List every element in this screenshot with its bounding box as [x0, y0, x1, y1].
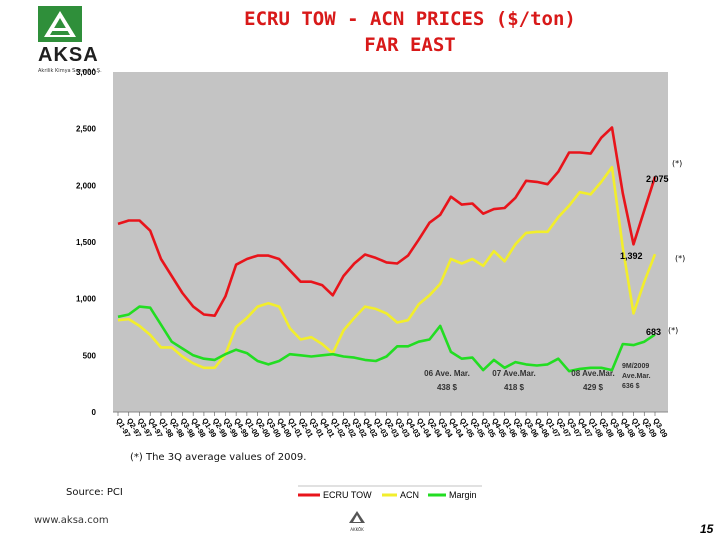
source-note: Source: PCI: [66, 487, 123, 498]
end-value-label: 683: [646, 327, 661, 337]
average-margin-value: 418 $: [504, 383, 525, 392]
y-tick-label: 0: [92, 408, 97, 417]
footnote: (*) The 3Q average values of 2009.: [130, 452, 307, 463]
average-margin-label: 07 Ave.Mar.: [492, 369, 535, 378]
series-line-ecru-tow: [117, 126, 657, 317]
legend-label: ACN: [400, 490, 419, 500]
y-tick-label: 1,500: [76, 238, 97, 247]
end-value-note: (*): [668, 326, 678, 335]
end-value-note: (*): [675, 254, 685, 263]
average-margin-2009: 9M/2009: [622, 363, 649, 370]
plot-area: [113, 72, 668, 412]
series-line-acn: [117, 165, 657, 370]
aksa-logo: AKSA Akrilik Kimya Sanayii A.Ş.: [34, 6, 124, 78]
y-tick-label: 3,000: [76, 68, 97, 77]
aksa-tagline: Akrilik Kimya Sanayii A.Ş.: [38, 68, 102, 74]
average-margin-2009: Ave.Mar.: [622, 373, 651, 380]
average-margin-label: 06 Ave. Mar.: [424, 369, 470, 378]
y-tick-label: 2,500: [76, 125, 97, 134]
average-margin-value: 438 $: [437, 383, 458, 392]
end-value-label: 2,075: [646, 174, 669, 184]
page-subtitle: FAR EAST: [364, 34, 456, 56]
average-margin-2009: 636 $: [622, 383, 640, 390]
average-margin-value: 429 $: [583, 383, 604, 392]
page-number: 15: [700, 522, 714, 536]
website-link[interactable]: www.aksa.com: [34, 515, 109, 526]
y-tick-label: 2,000: [76, 181, 97, 190]
akkok-logo: AKKÖK: [346, 508, 368, 532]
legend-label: ECRU TOW: [323, 490, 372, 500]
akkok-label: AKKÖK: [350, 527, 364, 532]
page-title: ECRU TOW - ACN PRICES ($/ton): [244, 8, 576, 30]
aksa-wordmark: AKSA: [38, 44, 99, 66]
akkok-emblem-icon: [349, 511, 365, 523]
aksa-emblem-icon: [38, 6, 82, 42]
y-tick-label: 500: [83, 351, 97, 360]
series-line-margin: [117, 305, 656, 373]
average-margin-label: 08 Ave.Mar.: [571, 369, 614, 378]
y-tick-label: 1,000: [76, 295, 97, 304]
legend-label: Margin: [449, 490, 477, 500]
end-value-note: (*): [672, 159, 682, 168]
end-value-label: 1,392: [620, 251, 643, 261]
